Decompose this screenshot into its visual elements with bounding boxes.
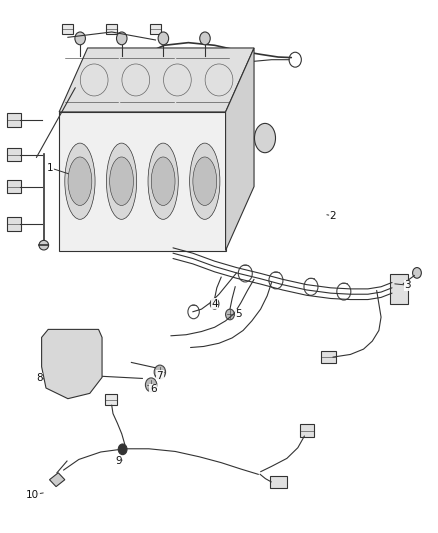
Text: 4: 4 [211, 299, 218, 309]
Polygon shape [226, 48, 254, 251]
Circle shape [154, 365, 166, 379]
Circle shape [413, 268, 421, 278]
Ellipse shape [110, 157, 134, 205]
Ellipse shape [254, 124, 276, 153]
Polygon shape [59, 48, 254, 112]
Text: 5: 5 [235, 310, 242, 319]
Bar [180, 75, 196, 87]
Ellipse shape [190, 143, 220, 220]
Bar [150, 24, 161, 34]
Circle shape [158, 32, 169, 45]
Circle shape [117, 32, 127, 45]
Bar [145, 79, 161, 91]
Bar [235, 83, 251, 95]
Ellipse shape [151, 157, 175, 205]
Bar [105, 394, 117, 405]
Circle shape [145, 378, 157, 392]
Circle shape [226, 309, 234, 320]
Circle shape [47, 374, 58, 386]
Bar [106, 24, 117, 34]
Bar [300, 424, 314, 437]
Circle shape [210, 298, 219, 309]
Polygon shape [59, 112, 226, 251]
Bar [62, 24, 73, 34]
Bar [7, 148, 21, 161]
Bar [321, 351, 336, 363]
Ellipse shape [148, 143, 178, 220]
Polygon shape [49, 473, 65, 487]
Text: 10: 10 [26, 490, 39, 499]
Circle shape [118, 444, 127, 455]
Text: 9: 9 [115, 456, 122, 466]
Ellipse shape [68, 157, 92, 205]
Text: 2: 2 [329, 211, 336, 221]
Bar [7, 180, 21, 193]
Ellipse shape [39, 240, 49, 250]
Ellipse shape [65, 143, 95, 220]
Bar [7, 113, 21, 127]
Bar [390, 274, 408, 304]
Text: 1: 1 [47, 163, 54, 173]
Text: 7: 7 [156, 371, 163, 381]
Polygon shape [61, 348, 83, 367]
Bar [270, 476, 287, 488]
Circle shape [76, 379, 86, 392]
Bar [209, 77, 225, 88]
Polygon shape [42, 329, 102, 399]
Text: 6: 6 [150, 384, 157, 394]
Text: 8: 8 [36, 374, 43, 383]
Circle shape [46, 340, 57, 353]
Ellipse shape [106, 143, 137, 220]
Circle shape [75, 32, 85, 45]
Circle shape [85, 336, 95, 349]
Circle shape [200, 32, 210, 45]
Text: 3: 3 [404, 280, 411, 290]
Ellipse shape [193, 157, 217, 205]
Bar [7, 217, 21, 231]
